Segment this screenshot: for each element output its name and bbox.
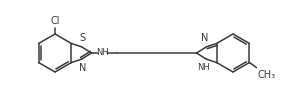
Text: CH₃: CH₃ xyxy=(258,70,276,80)
Text: NH: NH xyxy=(197,63,210,72)
Text: N: N xyxy=(79,63,86,73)
Text: NH: NH xyxy=(96,48,109,57)
Text: S: S xyxy=(79,33,86,43)
Text: Cl: Cl xyxy=(50,16,60,26)
Text: N: N xyxy=(201,33,208,43)
